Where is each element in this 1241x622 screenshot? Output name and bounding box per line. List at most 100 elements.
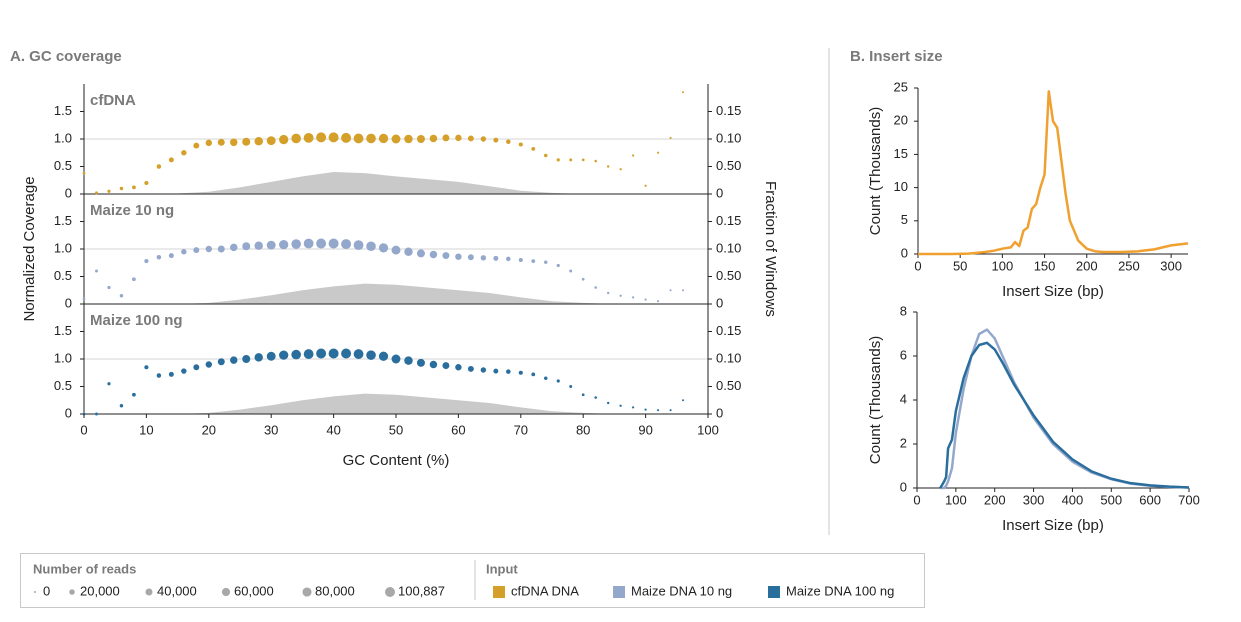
coverage-point xyxy=(242,355,251,363)
coverage-point xyxy=(606,165,610,168)
coverage-point xyxy=(156,164,162,169)
y-tick-label: 0.5 xyxy=(54,158,72,173)
coverage-point xyxy=(644,408,647,411)
legend-size-label: 80,000 xyxy=(315,583,355,598)
x-tick-label: 300 xyxy=(1023,492,1045,507)
y-tick-label: 8 xyxy=(900,303,907,318)
coverage-point xyxy=(266,136,276,146)
y-tick-label: 25 xyxy=(894,79,908,94)
coverage-point xyxy=(455,364,462,371)
coverage-point xyxy=(303,349,314,359)
x-tick-label: 10 xyxy=(139,422,153,437)
legend-swatch xyxy=(493,586,505,598)
coverage-point xyxy=(279,134,289,145)
coverage-point xyxy=(168,253,174,259)
legend-label: Maize DNA 10 ng xyxy=(631,583,732,598)
insert-size-line xyxy=(939,341,1190,489)
coverage-point xyxy=(404,356,413,365)
y-tick-label: 1.5 xyxy=(54,103,72,118)
y2-tick-label: 0.15 xyxy=(716,213,741,228)
coverage-point xyxy=(205,139,213,147)
coverage-point xyxy=(556,158,560,162)
x-tick-label: 100 xyxy=(992,258,1014,273)
y2-tick-label: 0.10 xyxy=(716,130,741,145)
coverage-point xyxy=(391,354,401,364)
x-tick-label: 150 xyxy=(1034,258,1056,273)
coverage-point xyxy=(682,399,685,402)
coverage-point xyxy=(168,157,174,163)
coverage-point xyxy=(556,263,560,268)
panel-title: A. GC coverage xyxy=(10,48,122,65)
coverage-point xyxy=(279,239,289,250)
coverage-point xyxy=(193,142,200,149)
coverage-point xyxy=(581,158,585,162)
coverage-point xyxy=(230,356,238,364)
coverage-point xyxy=(353,349,364,359)
y2-tick-label: 0.50 xyxy=(716,268,741,283)
coverage-point xyxy=(205,245,213,253)
legend-size-label: 100,887 xyxy=(398,583,445,598)
y-tick-label: 10 xyxy=(894,179,908,194)
coverage-point xyxy=(467,254,474,261)
coverage-point xyxy=(378,351,389,361)
x-axis-label: Insert Size (bp) xyxy=(1002,517,1104,534)
coverage-point xyxy=(303,238,314,249)
coverage-point xyxy=(518,257,523,263)
coverage-point xyxy=(416,135,425,143)
coverage-point xyxy=(168,371,174,377)
y-tick-label: 0.5 xyxy=(54,378,72,393)
legend-size-label: 60,000 xyxy=(234,583,274,598)
coverage-point xyxy=(181,150,187,156)
coverage-point xyxy=(594,159,597,163)
x-tick-label: 400 xyxy=(1062,492,1084,507)
coverage-point xyxy=(416,249,425,258)
coverage-point xyxy=(82,171,86,175)
coverage-point xyxy=(581,277,585,281)
coverage-point xyxy=(193,364,200,371)
coverage-point xyxy=(279,350,289,360)
coverage-point xyxy=(242,137,251,146)
coverage-point xyxy=(378,133,389,144)
coverage-point xyxy=(291,349,301,360)
coverage-point xyxy=(493,137,499,143)
x-tick-label: 90 xyxy=(638,422,652,437)
coverage-point xyxy=(581,393,585,397)
coverage-point xyxy=(416,358,425,367)
x-tick-label: 30 xyxy=(264,422,278,437)
y-tick-label: 2 xyxy=(900,435,907,450)
coverage-point xyxy=(467,135,474,142)
insert-size-line xyxy=(940,328,1190,490)
coverage-point xyxy=(619,294,622,297)
coverage-point xyxy=(619,404,622,407)
coverage-point xyxy=(404,134,413,144)
y-tick-label: 0 xyxy=(65,185,72,200)
x-tick-label: 0 xyxy=(80,422,87,437)
x-tick-label: 100 xyxy=(697,422,719,437)
x-tick-label: 200 xyxy=(984,492,1006,507)
legend-box xyxy=(20,553,925,608)
y-tick-label: 1.5 xyxy=(54,213,72,228)
y-tick-label: 0 xyxy=(65,405,72,420)
x-tick-label: 600 xyxy=(1139,492,1161,507)
panel-name: Maize 10 ng xyxy=(90,202,174,219)
coverage-point xyxy=(531,372,536,377)
coverage-point xyxy=(569,269,573,273)
coverage-point xyxy=(341,348,352,359)
y-tick-label: 6 xyxy=(900,347,907,362)
y-axis-label: Count (Thousands) xyxy=(867,107,884,235)
y2-tick-label: 0 xyxy=(716,185,723,200)
window-fraction-area xyxy=(84,393,708,414)
legend-size-label: 0 xyxy=(43,583,50,598)
window-fraction-area xyxy=(84,283,708,304)
coverage-point xyxy=(254,136,263,146)
legend-title: Input xyxy=(486,561,518,576)
coverage-point xyxy=(107,189,111,193)
coverage-point xyxy=(205,361,213,368)
panel-name: Maize 100 ng xyxy=(90,312,183,329)
coverage-point xyxy=(544,260,548,264)
coverage-point xyxy=(181,368,187,374)
legend-size-dot xyxy=(69,589,75,595)
y-axis-label: Count (Thousands) xyxy=(867,336,884,464)
coverage-point xyxy=(82,297,86,301)
coverage-point xyxy=(657,409,660,412)
